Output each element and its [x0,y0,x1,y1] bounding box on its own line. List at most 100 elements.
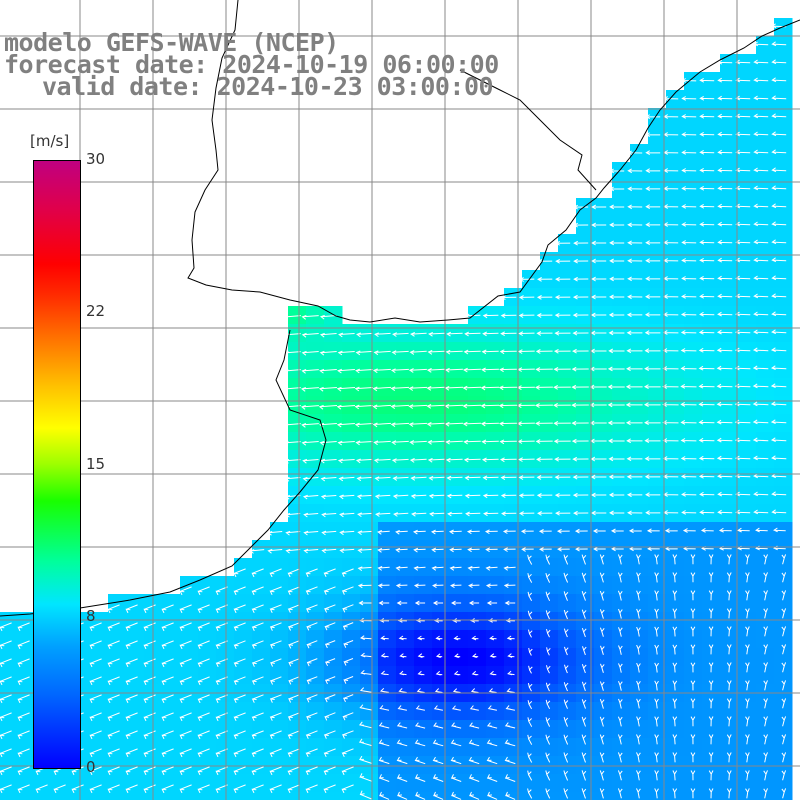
wind-cell [594,774,613,793]
wind-arrow [536,313,553,318]
wind-arrow [609,276,625,282]
wind-arrow [643,402,661,407]
wind-arrow [627,150,643,156]
wind-arrow [654,554,659,565]
wind-cell [756,756,775,775]
wind-speed-field [0,18,793,800]
wind-cell [720,144,739,163]
wind-arrow [536,475,553,480]
wind-arrow [323,586,336,595]
wind-arrow [718,527,732,533]
wind-arrow [125,784,138,794]
wind-arrow [708,572,714,583]
wind-arrow [717,509,733,515]
wind-arrow [554,456,571,462]
wind-arrow [284,476,301,482]
wind-cell [774,90,793,109]
wind-arrow [590,312,607,318]
wind-arrow [554,294,571,300]
wind-arrow [771,77,787,83]
wind-arrow [233,568,246,578]
wind-cell [720,756,739,775]
wind-arrow [269,604,282,614]
wind-arrow [636,626,641,637]
wind-arrow [251,622,264,632]
wind-cell [774,540,793,559]
wind-arrow [581,609,587,619]
wind-cell [360,666,379,685]
wind-arrow [319,440,337,446]
wind-arrow [251,640,264,649]
wind-arrow [463,457,481,463]
wind-cell [612,738,631,757]
wind-cell [270,540,289,559]
wind-arrow [17,712,30,722]
wind-cell [738,504,757,523]
wind-arrow [672,554,678,565]
wind-arrow [553,384,571,390]
wind-arrow [771,41,787,47]
wind-arrow [341,730,354,739]
wind-arrow [0,712,12,722]
wind-cell [414,666,433,685]
wind-arrow [374,476,391,482]
wind-arrow [681,510,697,515]
wind-cell [288,378,307,397]
wind-cell [738,162,757,181]
wind-arrow [125,712,138,722]
wind-arrow [161,676,174,686]
wind-cell [774,432,793,451]
wind-cell [702,576,721,595]
wind-arrow [360,670,372,675]
wind-cell [648,558,667,577]
wind-cell [288,468,307,487]
wind-cell [540,666,559,685]
wind-arrow [429,511,445,517]
wind-arrow [590,294,607,300]
wind-arrow [554,312,571,318]
wind-arrow [527,717,533,727]
wind-arrow [324,712,336,721]
wind-arrow [770,401,787,407]
wind-arrow [323,784,336,794]
wind-cell [630,702,649,721]
wind-arrow [645,222,661,228]
wind-arrow [636,680,641,691]
wind-cell [594,666,613,685]
wind-cell [684,630,703,649]
wind-arrow [717,185,733,191]
wind-arrow [611,546,624,552]
wind-cell [774,702,793,721]
wind-arrow [627,276,643,282]
wind-arrow [342,694,354,703]
wind-cell [558,792,577,800]
wind-arrow [717,491,733,497]
wind-cell [324,792,343,800]
wind-arrow [397,705,407,711]
wind-arrow [161,694,174,704]
wind-cell [486,666,505,685]
wind-cell [756,108,775,127]
wind-arrow [233,712,246,722]
wind-arrow [672,698,678,709]
wind-cell [738,774,757,793]
wind-cell [702,738,721,757]
wind-arrow [251,586,264,596]
wind-cell [774,306,793,325]
wind-cell [756,162,775,181]
wind-arrow [699,113,715,119]
wind-arrow [462,385,482,391]
wind-arrow [773,527,786,533]
wind-cell [756,666,775,685]
wind-arrow [283,315,301,320]
wind-arrow [341,586,354,595]
wind-cell [288,396,307,415]
wind-arrow [324,604,336,613]
wind-arrow [483,511,499,517]
wind-cell [558,756,577,775]
wind-arrow [627,294,643,300]
wind-cell [738,594,757,613]
wind-arrow [411,511,427,517]
wind-arrow [270,658,282,667]
wind-cell [738,108,757,127]
